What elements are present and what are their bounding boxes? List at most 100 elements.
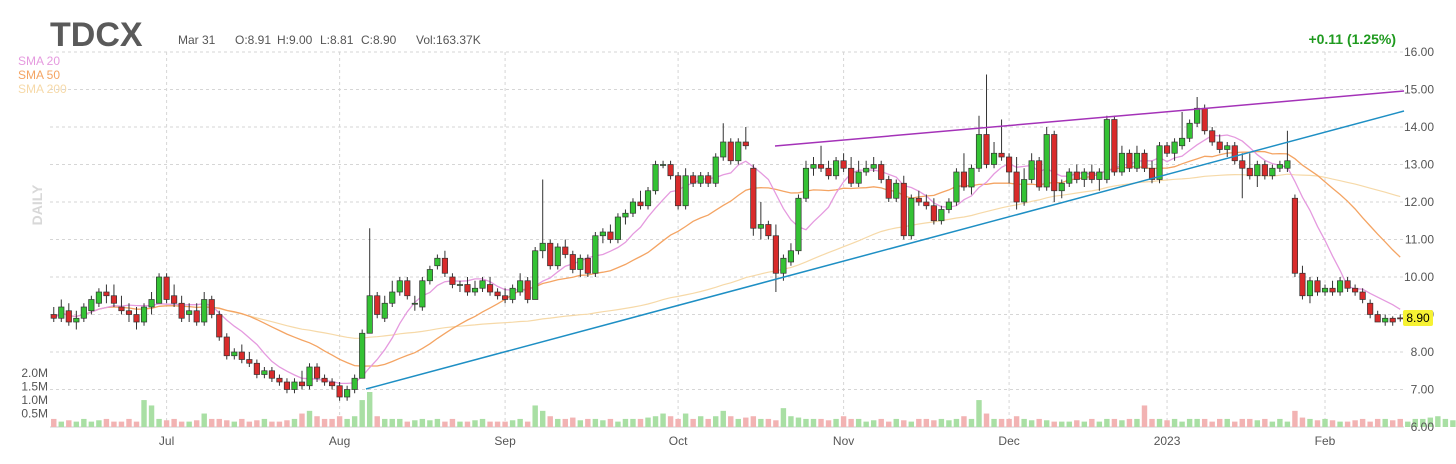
- volume-bar: [751, 416, 756, 427]
- volume-axis: 0.5M1.0M1.5M2.0M: [21, 366, 48, 420]
- candle-body: [1194, 108, 1199, 123]
- candle-body: [1052, 135, 1057, 191]
- volume-bar: [1315, 420, 1320, 427]
- candle-body: [352, 378, 357, 389]
- volume-bar: [1036, 419, 1041, 427]
- volume-bar: [758, 419, 763, 427]
- volume-bar: [1345, 422, 1350, 427]
- candle-body: [1179, 138, 1184, 146]
- candle-body: [645, 191, 650, 206]
- volume-bar: [608, 419, 613, 427]
- candle-body: [1074, 172, 1079, 180]
- candle-body: [878, 165, 883, 180]
- volume-bar: [1285, 422, 1290, 427]
- volume-bar: [247, 422, 252, 427]
- volume-bar: [540, 411, 545, 427]
- volume-bar: [1179, 422, 1184, 427]
- candle-body: [337, 386, 342, 397]
- ohlc-close: C:8.90: [361, 33, 397, 47]
- candle-body: [217, 315, 222, 338]
- candle-body: [563, 247, 568, 255]
- volume-bar: [299, 414, 304, 427]
- last-price-label: 8.90: [1406, 311, 1430, 325]
- volume-bar: [254, 420, 259, 427]
- volume-bar: [773, 420, 778, 427]
- volume-bar: [51, 419, 56, 427]
- volume-bar: [1232, 422, 1237, 427]
- candle-body: [1307, 281, 1312, 296]
- candle-body: [59, 307, 64, 318]
- volume-bar: [1104, 419, 1109, 427]
- candle-body: [262, 371, 267, 375]
- volume-bar: [1255, 420, 1260, 427]
- candle-body: [314, 367, 319, 378]
- volume-bar: [863, 422, 868, 427]
- volume-bar: [690, 419, 695, 427]
- volume-bar: [886, 422, 891, 427]
- candle-body: [713, 157, 718, 183]
- volume-bar: [954, 419, 959, 427]
- candle-body: [1255, 165, 1260, 176]
- volume-bar: [171, 419, 176, 427]
- volume-bar: [352, 416, 357, 427]
- volume-bar: [698, 416, 703, 427]
- candle-body: [1330, 288, 1335, 292]
- volume-bar: [894, 419, 899, 427]
- volume-bar: [833, 419, 838, 427]
- candle-body: [1300, 273, 1305, 296]
- candle-body: [796, 198, 801, 251]
- ohlc-open: O:8.91: [235, 33, 271, 47]
- candle-body: [322, 378, 327, 382]
- volume-bar: [585, 419, 590, 427]
- volume-bar: [209, 419, 214, 427]
- candle-body: [119, 307, 124, 311]
- volume-bar: [1142, 405, 1147, 427]
- candle-body: [1209, 131, 1214, 142]
- volume-bar: [600, 420, 605, 427]
- volume-bar: [796, 418, 801, 427]
- candle-body: [623, 213, 628, 217]
- candle-body: [608, 232, 613, 240]
- candle-body: [1360, 292, 1365, 300]
- legend-sma-20: SMA 20: [18, 54, 60, 68]
- bar-volume: Vol:163.37K: [416, 33, 481, 47]
- volume-bar: [141, 400, 146, 427]
- price-change: +0.11 (1.25%): [1308, 31, 1396, 47]
- volume-bar: [1240, 419, 1245, 427]
- candle-body: [1119, 153, 1124, 172]
- candle-body: [803, 168, 808, 198]
- candle-body: [1014, 172, 1019, 202]
- candle-body: [901, 183, 906, 236]
- volume-bar: [1307, 419, 1312, 427]
- candle-body: [540, 243, 545, 251]
- volume-bar: [156, 419, 161, 427]
- candle-body: [615, 217, 620, 240]
- price-tick-label: 6.00: [1411, 420, 1435, 434]
- volume-bar: [826, 420, 831, 427]
- candle-body: [397, 281, 402, 292]
- candle-body: [1352, 288, 1357, 292]
- volume-bar: [563, 419, 568, 427]
- candle-body: [532, 251, 537, 300]
- volume-bar: [390, 419, 395, 427]
- candle-body: [81, 307, 86, 318]
- candle-body: [390, 292, 395, 303]
- volume-bar: [721, 411, 726, 427]
- volume-bar: [1006, 419, 1011, 427]
- candle-body: [826, 168, 831, 176]
- volume-bar: [1443, 419, 1448, 427]
- candle-body: [705, 176, 710, 184]
- candle-body: [1059, 183, 1064, 191]
- candle-body: [570, 255, 575, 270]
- candle-body: [480, 281, 485, 289]
- ohlc-high: H:9.00: [277, 33, 313, 47]
- candle-body: [1029, 161, 1034, 180]
- volume-bar: [307, 411, 312, 427]
- volume-bar: [1052, 422, 1057, 427]
- volume-bar: [344, 419, 349, 427]
- candle-body: [96, 292, 101, 303]
- volume-bar: [1247, 419, 1252, 427]
- volume-bar: [1300, 418, 1305, 427]
- candle-body: [743, 142, 748, 146]
